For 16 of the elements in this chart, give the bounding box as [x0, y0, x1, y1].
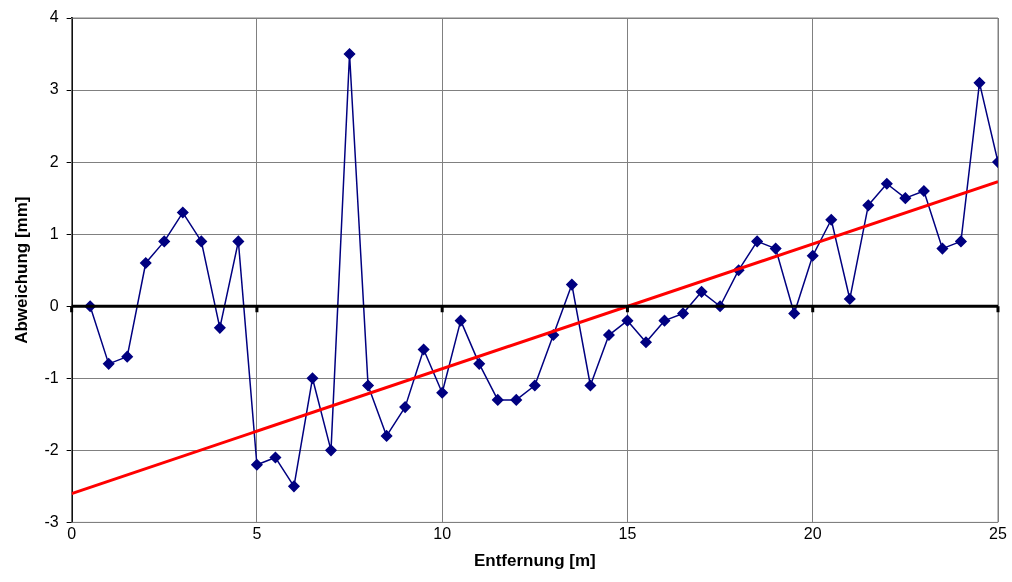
y-tick-label: 3	[49, 80, 59, 98]
y-tick-label: 0	[49, 296, 59, 314]
y-tick-label: 1	[49, 224, 59, 242]
x-tick-label: 10	[433, 525, 452, 543]
y-tick-label: -2	[44, 440, 59, 458]
x-tick-label: 5	[252, 525, 262, 543]
y-tick-label: 2	[49, 152, 59, 170]
y-axis-title: Abweichung [mm]	[11, 196, 31, 344]
y-tick-label: -3	[44, 512, 59, 530]
y-tick-label: 4	[49, 8, 59, 26]
y-tick-label: -1	[44, 368, 59, 386]
x-tick-label: 0	[67, 525, 77, 543]
x-tick-label: 15	[618, 525, 637, 543]
x-tick-label: 20	[803, 525, 822, 543]
x-axis-title: Entfernung [m]	[473, 551, 596, 571]
x-tick-label: 25	[989, 525, 1007, 543]
